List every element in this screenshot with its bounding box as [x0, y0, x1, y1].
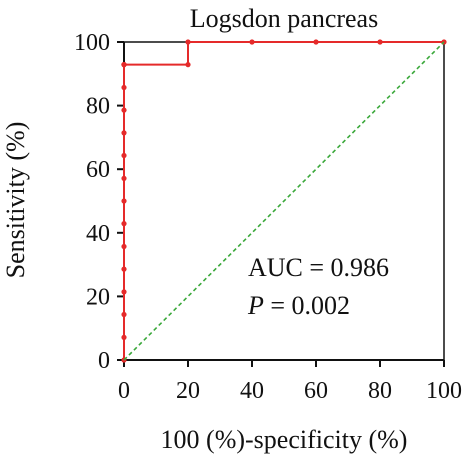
- y-axis-label: Sensitivity (%): [1, 122, 30, 279]
- x-tick-label-5: 100: [426, 378, 462, 404]
- series-0-point-19: [313, 39, 319, 45]
- y-tick-label-4: 80: [86, 94, 110, 120]
- x-tick-label-3: 60: [304, 378, 328, 404]
- series-0-point-7: [121, 198, 127, 204]
- p-value-annotation: P = 0.002: [247, 291, 350, 320]
- x-tick-label-2: 40: [240, 378, 264, 404]
- series-0-point-5: [121, 243, 127, 250]
- series-0-point-17: [185, 39, 191, 45]
- series-0-point-9: [121, 152, 127, 159]
- y-tick-label-2: 40: [86, 221, 110, 247]
- series-0-point-16: [185, 62, 191, 68]
- y-tick-label-1: 20: [86, 284, 110, 310]
- y-tick-label-0: 0: [98, 348, 110, 374]
- series-0-point-2: [121, 311, 127, 318]
- plot-area: 0 20 40 60 80 100 0 20 40 60 80 100 AUC = 0.986 P = 0…: [74, 30, 462, 404]
- chart-title: Logsdon pancreas: [190, 4, 378, 33]
- series-0-point-1: [121, 334, 127, 340]
- series-0-point-11: [121, 107, 127, 113]
- series-0-point-15: [121, 62, 127, 68]
- series-0-point-8: [121, 175, 127, 181]
- y-tick-label-3: 60: [86, 157, 110, 183]
- series-1-line: [123, 41, 445, 361]
- series-0-point-10: [121, 130, 127, 136]
- series-0-point-18: [249, 39, 255, 45]
- x-tick-label-0: 0: [118, 378, 130, 404]
- x-tick-label-1: 20: [176, 378, 200, 404]
- y-tick-label-5: 100: [74, 30, 110, 56]
- series-0-point-6: [121, 221, 127, 227]
- series-0-point-3: [121, 289, 127, 295]
- p-value-text: = 0.002: [264, 291, 350, 320]
- series-0-line: [123, 41, 444, 360]
- x-axis-label: 100 (%)-specificity (%): [161, 425, 408, 454]
- p-value-symbol: P: [247, 291, 264, 320]
- x-tick-label-4: 80: [368, 378, 392, 404]
- series-0-point-12: [121, 84, 127, 91]
- series-0-point-20: [377, 39, 383, 45]
- auc-annotation: AUC = 0.986: [248, 253, 389, 282]
- series-0-point-4: [121, 266, 127, 272]
